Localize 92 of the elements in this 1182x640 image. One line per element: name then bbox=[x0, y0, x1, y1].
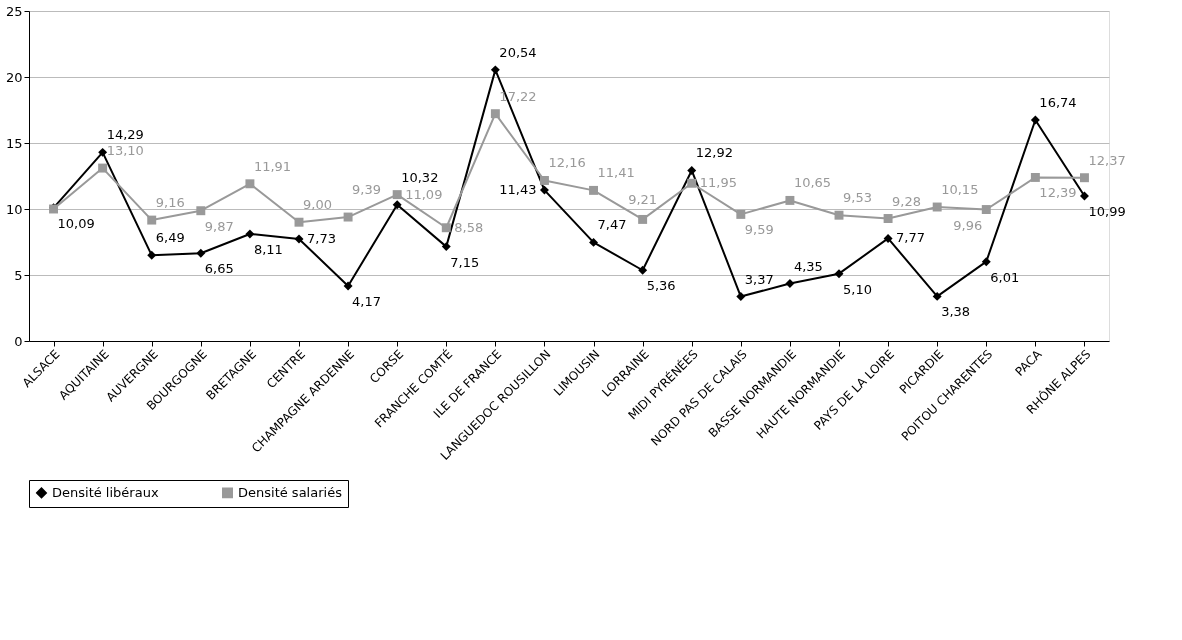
y-tick-label: 20 bbox=[5, 69, 23, 85]
point bbox=[245, 179, 255, 189]
point bbox=[98, 163, 108, 173]
point bbox=[785, 279, 795, 289]
data-label: 8,58 bbox=[454, 219, 484, 235]
data-label: 9,53 bbox=[843, 190, 872, 206]
legend-label: Densité salariés bbox=[238, 484, 343, 500]
point bbox=[638, 265, 648, 275]
data-label: 7,77 bbox=[896, 230, 926, 246]
point bbox=[392, 190, 402, 200]
data-label: 3,38 bbox=[941, 304, 971, 320]
point bbox=[294, 217, 304, 227]
data-label: 10,09 bbox=[57, 215, 95, 231]
data-label: 7,47 bbox=[597, 217, 627, 233]
point bbox=[834, 210, 844, 220]
data-label: 12,37 bbox=[1088, 152, 1126, 168]
data-label: 9,87 bbox=[204, 218, 234, 234]
point bbox=[736, 292, 746, 301]
data-label: 16,74 bbox=[1039, 95, 1077, 111]
data-label: 11,43 bbox=[499, 182, 537, 198]
data-label: 11,95 bbox=[699, 175, 737, 191]
point bbox=[147, 250, 157, 260]
point bbox=[687, 165, 697, 175]
data-label: 11,91 bbox=[253, 158, 292, 174]
point bbox=[539, 185, 549, 195]
data-label: 5,10 bbox=[843, 281, 872, 297]
data-label: 9,96 bbox=[953, 217, 983, 233]
data-label: 10,65 bbox=[793, 175, 832, 191]
point bbox=[343, 212, 353, 222]
data-label: 9,16 bbox=[155, 195, 185, 211]
point bbox=[294, 234, 304, 244]
point bbox=[1030, 172, 1040, 182]
data-label: 14,29 bbox=[106, 127, 144, 143]
data-label: 20,54 bbox=[499, 44, 537, 60]
data-label: 6,01 bbox=[990, 269, 1020, 285]
point bbox=[1079, 191, 1089, 201]
y-tick-label: 5 bbox=[14, 267, 23, 283]
point bbox=[687, 178, 697, 188]
data-label: 9,00 bbox=[303, 197, 332, 213]
data-label: 11,09 bbox=[405, 186, 443, 202]
point bbox=[441, 223, 451, 233]
point bbox=[785, 195, 795, 205]
data-label: 12,92 bbox=[695, 145, 733, 161]
point bbox=[1079, 173, 1089, 183]
point bbox=[343, 281, 353, 291]
point bbox=[638, 214, 648, 224]
data-label: 13,10 bbox=[106, 143, 144, 159]
data-label: 12,16 bbox=[548, 155, 586, 171]
point bbox=[834, 269, 844, 279]
point bbox=[245, 229, 255, 239]
y-tick-label: 0 bbox=[14, 333, 23, 349]
point bbox=[539, 176, 549, 185]
data-label: 9,39 bbox=[352, 182, 382, 198]
point bbox=[98, 147, 108, 157]
data-label: 10,99 bbox=[1088, 203, 1126, 219]
data-label: 7,73 bbox=[307, 230, 336, 246]
point bbox=[932, 291, 942, 301]
point bbox=[883, 233, 893, 243]
point bbox=[589, 237, 599, 247]
data-label: 7,15 bbox=[450, 254, 480, 270]
point bbox=[392, 200, 402, 210]
point bbox=[196, 248, 206, 258]
data-label: 9,59 bbox=[744, 222, 774, 238]
y-tick-label: 25 bbox=[5, 3, 23, 19]
legend-label: Densité libéraux bbox=[52, 484, 159, 500]
data-label: 6,65 bbox=[204, 261, 234, 277]
data-label: 12,39 bbox=[1039, 185, 1077, 201]
point bbox=[196, 206, 206, 216]
point bbox=[981, 257, 991, 267]
point bbox=[490, 65, 500, 75]
y-tick-label: 10 bbox=[5, 201, 23, 217]
point bbox=[441, 242, 451, 252]
data-label: 3,37 bbox=[744, 271, 774, 287]
data-label: 10,15 bbox=[941, 182, 979, 198]
point bbox=[981, 205, 991, 214]
data-label: 9,21 bbox=[628, 192, 658, 208]
data-label: 5,36 bbox=[646, 278, 676, 294]
point bbox=[736, 209, 746, 219]
point bbox=[932, 202, 942, 212]
data-label: 4,35 bbox=[793, 258, 823, 274]
data-label: 4,17 bbox=[352, 293, 382, 309]
data-label: 8,11 bbox=[253, 241, 283, 257]
data-label: 9,28 bbox=[892, 193, 922, 209]
point bbox=[883, 214, 893, 223]
y-tick-label: 15 bbox=[5, 135, 23, 151]
point bbox=[1030, 115, 1040, 125]
data-label: 6,49 bbox=[155, 230, 185, 246]
point bbox=[490, 109, 500, 119]
point bbox=[147, 215, 157, 225]
data-label: 11,41 bbox=[597, 165, 635, 181]
point bbox=[589, 185, 599, 195]
data-label: 10,32 bbox=[401, 169, 439, 185]
